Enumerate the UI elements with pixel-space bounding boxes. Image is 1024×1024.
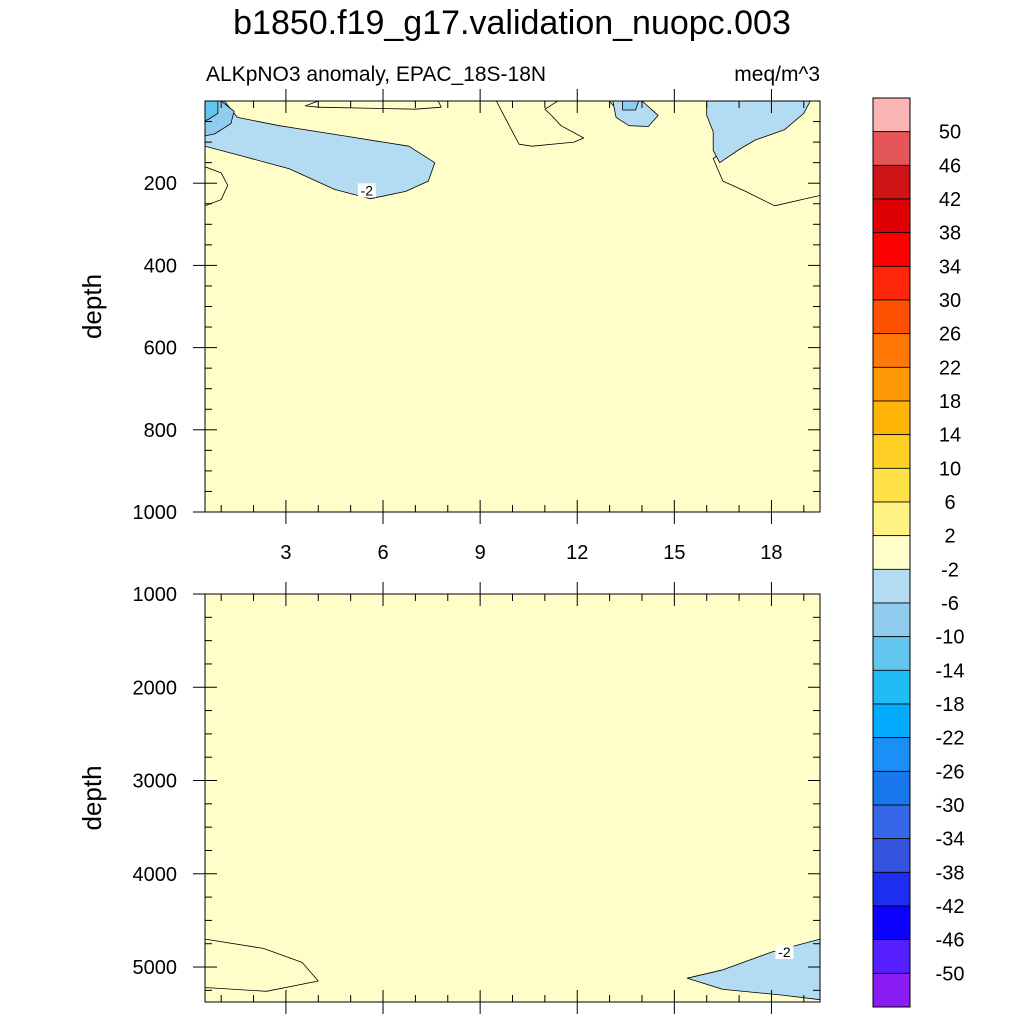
contour-region--10 <box>205 101 219 122</box>
x-axis <box>220 582 805 1014</box>
colorbar-swatch <box>872 871 911 907</box>
colorbar-swatch <box>872 232 911 267</box>
colorbar-swatch <box>872 535 911 570</box>
contour-region--2 <box>205 101 436 200</box>
colorbar-swatch <box>872 434 911 469</box>
y-tick-label: 200 <box>144 173 177 195</box>
y-axis: 200 400 600 800 1000 <box>133 100 820 524</box>
colorbar-swatch <box>872 467 911 503</box>
y-tick-label: 800 <box>144 420 177 442</box>
colorbar-level-label: 46 <box>939 155 961 177</box>
x-tick-label: 9 <box>475 542 486 564</box>
y-tick-label: 400 <box>144 255 177 277</box>
colorbar-level-label: 22 <box>939 357 961 379</box>
y-tick-label: 4000 <box>133 864 178 886</box>
contour-region--2 <box>706 101 811 164</box>
contour-region-2 <box>495 101 585 147</box>
contour-label-box <box>357 183 376 198</box>
contour-label: -2 <box>361 182 374 198</box>
y-axis-label: depth <box>77 765 107 830</box>
colorbar-level-label: -6 <box>941 593 959 615</box>
colorbar-swatch <box>872 198 911 234</box>
y-tick-label: 1000 <box>133 502 178 524</box>
colorbar-level-label: 34 <box>939 256 961 278</box>
colorbar: 50 46 42 38 34 30 26 22 18 14 10 6 2 -2 -6 -10 -14 -18 -22… <box>872 97 965 1008</box>
colorbar-level-label: -26 <box>936 761 965 783</box>
colorbar-swatch <box>872 905 911 941</box>
x-tick-label: 6 <box>377 542 388 564</box>
colorbar-swatch <box>872 568 911 604</box>
colorbar-swatch <box>872 939 911 974</box>
colorbar-swatch <box>872 602 911 638</box>
colorbar-swatch <box>872 804 911 840</box>
colorbar-swatch <box>872 838 911 873</box>
colorbar-level-label: -50 <box>936 963 965 985</box>
colorbar-swatch <box>872 333 911 368</box>
colorbar-swatch <box>872 299 911 335</box>
colorbar-level-label: -2 <box>941 559 959 581</box>
y-tick-label: 1000 <box>133 584 178 606</box>
contour-label: -2 <box>778 944 791 960</box>
colorbar-swatch <box>872 972 911 1008</box>
colorbar-level-label: 42 <box>939 189 961 211</box>
panel-upper-depth: -2 200 400 600 800 1000 depth 3 6 9 12 15 18 <box>77 89 821 564</box>
colorbar-level-label: -22 <box>936 728 965 750</box>
colorbar-level-label: 30 <box>939 290 961 312</box>
colorbar-level-label: -38 <box>936 862 965 884</box>
y-tick-label: 5000 <box>133 957 178 979</box>
colorbar-swatch <box>872 265 911 301</box>
colorbar-level-label: -42 <box>936 896 965 918</box>
colorbar-swatch <box>872 703 911 739</box>
colorbar-swatch <box>872 164 911 200</box>
colorbar-swatch <box>872 366 911 402</box>
chart-title: b1850.f19_g17.validation_nuopc.003 <box>233 4 791 42</box>
x-tick-label: 18 <box>760 542 782 564</box>
colorbar-level-label: 14 <box>939 425 961 447</box>
contour-region-2 <box>304 101 442 110</box>
colorbar-level-label: 50 <box>939 122 961 144</box>
colorbar-swatch <box>872 770 911 806</box>
colorbar-swatch <box>872 737 911 772</box>
chart-units-string: meq/m^3 <box>734 63 820 86</box>
colorbar-level-label: 2 <box>944 526 955 548</box>
contour-region--6 <box>622 101 640 111</box>
x-tick-label: 12 <box>566 542 588 564</box>
colorbar-swatch <box>872 636 911 671</box>
y-tick-label: 600 <box>144 338 177 360</box>
colorbar-level-label: 38 <box>939 223 961 245</box>
x-tick-label: 3 <box>280 542 291 564</box>
colorbar-level-label: 6 <box>944 492 955 514</box>
contour-region-2 <box>205 166 229 207</box>
y-axis-label: depth <box>77 274 107 339</box>
panel-deep-depth: -2 1000 2000 3000 4000 5000 depth <box>77 582 821 1014</box>
colorbar-level-label: -18 <box>936 694 965 716</box>
colorbar-level-label: -30 <box>936 795 965 817</box>
y-tick-label: 3000 <box>133 771 178 793</box>
colorbar-level-label: -10 <box>936 627 965 649</box>
contour-label-box <box>775 945 794 960</box>
colorbar-level-label: 10 <box>939 458 961 480</box>
colorbar-frame <box>872 97 911 1008</box>
chart-left-string: ALKpNO3 anomaly, EPAC_18S-18N <box>206 63 546 86</box>
colorbar-level-label: 26 <box>939 324 961 346</box>
colorbar-level-label: -34 <box>936 829 965 851</box>
x-tick-label: 15 <box>663 542 685 564</box>
colorbar-swatch <box>872 97 911 133</box>
colorbar-level-label: -14 <box>936 660 965 682</box>
colorbar-level-label: -46 <box>936 930 965 952</box>
colorbar-swatch <box>872 669 911 705</box>
y-axis: 1000 2000 3000 4000 5000 <box>133 584 820 991</box>
colorbar-level-label: 18 <box>939 391 961 413</box>
y-tick-label: 2000 <box>133 677 178 699</box>
x-axis: 3 6 9 12 15 18 <box>220 89 805 564</box>
panel-background <box>205 594 820 1002</box>
contour-region-2 <box>205 938 319 992</box>
contour-regions <box>205 101 820 207</box>
colorbar-swatch <box>872 131 911 166</box>
colorbar-swatch <box>872 400 911 436</box>
colorbar-swatch <box>872 501 911 537</box>
